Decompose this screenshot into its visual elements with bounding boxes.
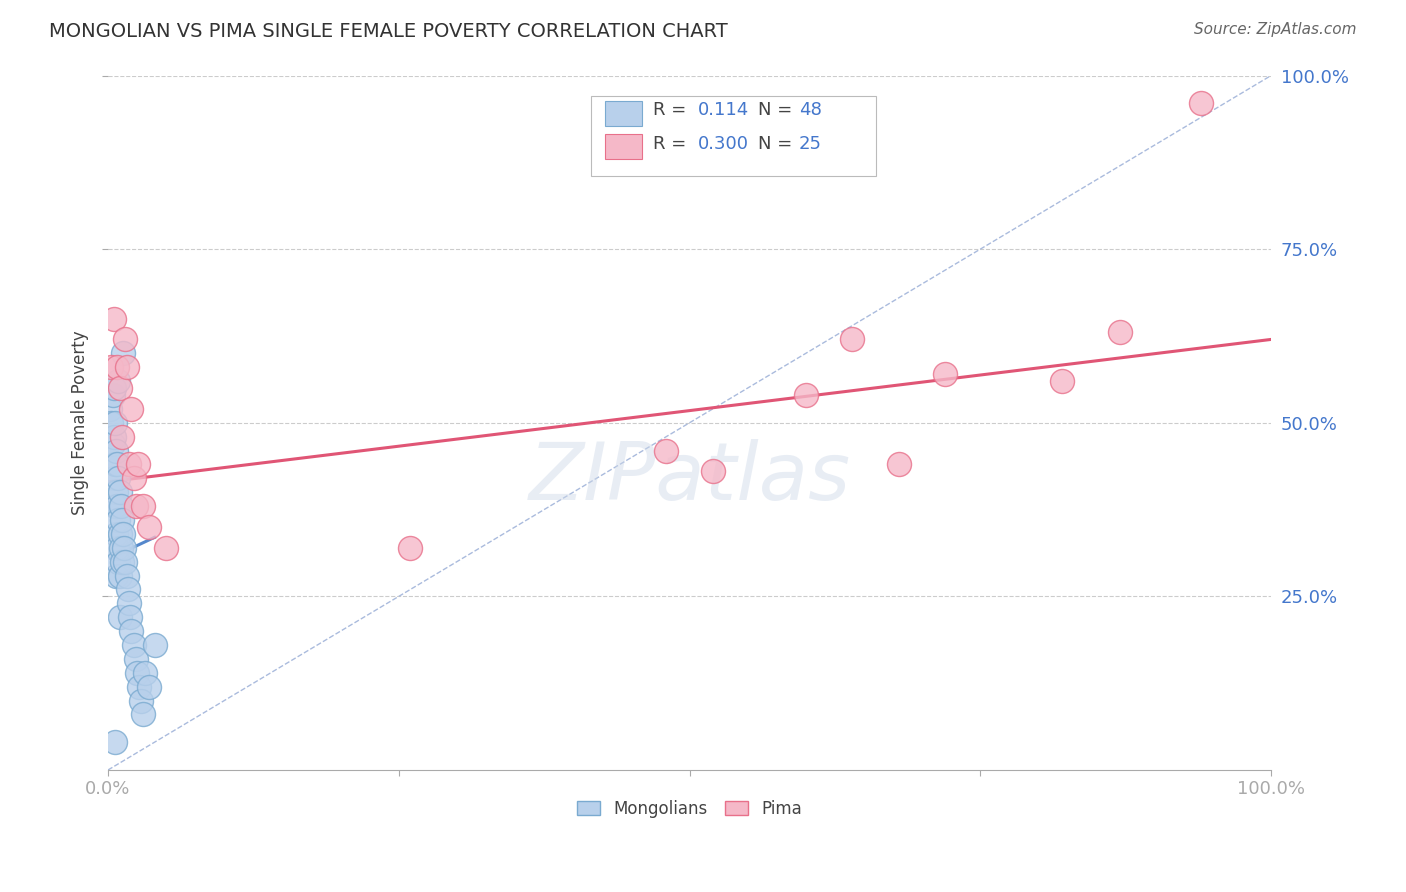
Point [111,430,134,444]
Point [105,360,128,375]
Point [103,471,125,485]
Point [107,374,129,388]
Y-axis label: Single Female Poverty: Single Female Poverty [72,330,89,515]
FancyBboxPatch shape [591,96,876,177]
Point [655,443,678,458]
Point [108,568,131,582]
Point [105,485,128,500]
Point [114,333,136,347]
Point [118,458,141,472]
Point [794,388,817,402]
Text: MONGOLIAN VS PIMA SINGLE FEMALE POVERTY CORRELATION CHART: MONGOLIAN VS PIMA SINGLE FEMALE POVERTY … [49,22,728,41]
Point [117,582,139,597]
Point [110,541,132,555]
Point [112,527,135,541]
Point [108,381,131,395]
Point [887,458,910,472]
Point [112,541,135,555]
Point [702,464,724,478]
Point [399,541,422,555]
Text: N =: N = [758,135,799,153]
Point [138,520,160,534]
Point [101,388,124,402]
FancyBboxPatch shape [605,101,643,126]
Text: 0.114: 0.114 [697,102,749,120]
Point [155,541,177,555]
Point [934,367,956,381]
Point [108,527,131,541]
Point [108,610,131,624]
Text: ZIPatlas: ZIPatlas [529,440,851,517]
Point [105,458,128,472]
Point [105,527,128,541]
Point [128,680,150,694]
Point [127,458,149,472]
Point [138,680,160,694]
Point [125,652,148,666]
Text: R =: R = [654,102,693,120]
Point [1189,96,1212,111]
Point [103,311,125,326]
Point [120,401,142,416]
Point [122,471,145,485]
Text: 25: 25 [799,135,823,153]
Point [108,485,131,500]
Point [104,735,127,749]
Text: Source: ZipAtlas.com: Source: ZipAtlas.com [1194,22,1357,37]
Point [132,707,155,722]
Point [107,513,129,527]
Point [1050,374,1073,388]
Point [114,555,136,569]
Point [100,360,122,375]
Point [143,638,166,652]
Text: R =: R = [654,135,693,153]
Point [107,471,129,485]
Point [98,401,121,416]
Text: N =: N = [758,102,799,120]
Point [110,499,132,513]
Point [115,568,138,582]
Point [115,360,138,375]
Point [101,436,124,450]
Point [107,555,129,569]
Point [103,430,125,444]
Point [104,458,127,472]
Point [120,624,142,639]
Point [103,381,125,395]
Point [134,665,156,680]
Point [100,416,122,430]
Point [125,665,148,680]
Point [111,555,134,569]
Point [120,610,142,624]
Point [105,499,128,513]
Point [125,499,148,513]
Legend: Mongolians, Pima: Mongolians, Pima [571,793,808,824]
Point [104,499,127,513]
FancyBboxPatch shape [605,134,643,159]
Point [841,333,863,347]
Point [105,568,128,582]
Point [122,638,145,652]
Point [132,499,155,513]
Text: 48: 48 [799,102,821,120]
Point [105,443,128,458]
Point [105,541,128,555]
Text: 0.300: 0.300 [697,135,748,153]
Point [112,346,135,360]
Point [129,693,152,707]
Point [1109,326,1132,340]
Point [118,596,141,610]
Point [104,416,127,430]
Point [111,513,134,527]
